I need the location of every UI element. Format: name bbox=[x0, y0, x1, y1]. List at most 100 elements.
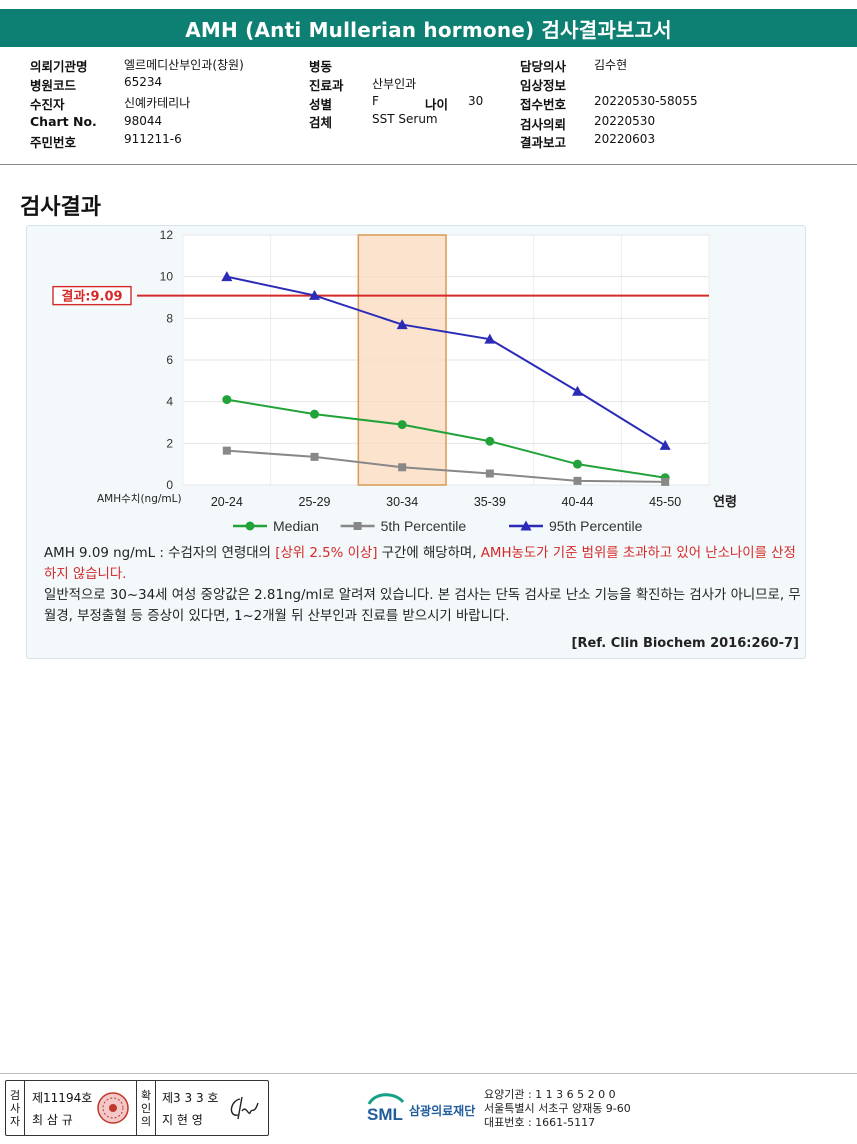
info-value: 911211-6 bbox=[124, 132, 182, 146]
info-label: 수진자 bbox=[30, 97, 65, 112]
desc-text: 구간에 해당하며, bbox=[377, 546, 481, 561]
legend-marker bbox=[520, 520, 532, 531]
sml-logo-icon: SML bbox=[367, 1093, 405, 1124]
y-tick-label: 2 bbox=[166, 436, 173, 450]
x-tick-label: 45-50 bbox=[649, 495, 681, 509]
company-logo: SML 삼광의료재단 bbox=[365, 1090, 475, 1130]
x-axis-label: 연령 bbox=[713, 495, 737, 510]
confirm-name: 지 현 영 bbox=[162, 1113, 203, 1127]
y-tick-label: 4 bbox=[166, 395, 173, 409]
info-label: 임상정보 bbox=[520, 78, 567, 93]
desc-text: AMH 9.09 ng/mL : 수검자의 연령대의 bbox=[44, 546, 276, 561]
desc-highlight: AMH농도가 기준 범위를 초과하고 있어 난소나이를 산정하지 않습니다. bbox=[44, 546, 796, 582]
info-label: 의뢰기관명 bbox=[30, 59, 88, 74]
info-value: 신예카테리나 bbox=[124, 96, 191, 110]
confirm-number: 제3 3 3 호 bbox=[162, 1091, 219, 1105]
footer-divider bbox=[0, 1073, 857, 1074]
company-name: 삼광의료재단 bbox=[409, 1104, 476, 1118]
x-tick-label: 25-29 bbox=[299, 495, 331, 509]
data-point bbox=[573, 459, 582, 469]
y-tick-label: 6 bbox=[166, 353, 173, 367]
x-tick-label: 40-44 bbox=[562, 495, 594, 509]
x-tick-label: 20-24 bbox=[211, 495, 243, 509]
data-point bbox=[659, 439, 671, 450]
signature-icon bbox=[230, 1096, 259, 1120]
legend-marker bbox=[353, 522, 362, 530]
logo-text: SML bbox=[367, 1105, 403, 1124]
lab-phone: 대표번호 : 1661-5117 bbox=[484, 1116, 596, 1129]
x-tick-label: 35-39 bbox=[474, 495, 506, 509]
y-tick-label: 10 bbox=[160, 270, 174, 284]
y-tick-label: 12 bbox=[160, 228, 174, 242]
info-value: SST Serum bbox=[372, 112, 438, 126]
data-point bbox=[309, 289, 320, 300]
data-point bbox=[222, 395, 232, 405]
info-value: 30 bbox=[468, 94, 484, 108]
result-description: AMH 9.09 ng/mL : 수검자의 연령대의 [상위 2.5% 이상] … bbox=[44, 543, 804, 627]
series-line bbox=[226, 449, 666, 483]
legend-label: 5th Percentile bbox=[381, 518, 467, 534]
highlight-band bbox=[357, 234, 447, 486]
data-point bbox=[310, 409, 319, 419]
info-label: 성별 bbox=[309, 97, 333, 112]
info-value: 20220530 bbox=[594, 114, 656, 128]
info-label: 병원코드 bbox=[30, 78, 77, 93]
data-point bbox=[222, 446, 231, 455]
info-label: 담당의사 bbox=[520, 59, 567, 74]
info-label: 검체 bbox=[309, 115, 333, 130]
data-point bbox=[398, 463, 407, 472]
data-point bbox=[484, 333, 496, 344]
desc-highlight: [상위 2.5% 이상] bbox=[275, 546, 378, 561]
lab-code: 요양기관 : 1 1 3 6 5 2 0 0 bbox=[484, 1088, 616, 1101]
data-point bbox=[485, 469, 494, 478]
info-label: 접수번호 bbox=[520, 97, 567, 112]
data-point bbox=[397, 420, 407, 430]
patient-info: 의뢰기관명 엘르메디산부인과(창원) 병원코드 65234 수진자 신예카테리나… bbox=[0, 48, 857, 165]
info-label: 진료과 bbox=[309, 78, 344, 93]
info-label: 나이 bbox=[425, 97, 449, 112]
lab-info: 요양기관 : 1 1 3 6 5 2 0 0 서울특별시 서초구 양재동 9-6… bbox=[484, 1088, 631, 1130]
info-label: 결과보고 bbox=[520, 135, 567, 150]
desc-text: 일반적으로 30~34세 여성 중앙값은 2.81ng/ml로 알려져 있습니다… bbox=[44, 588, 801, 624]
series-line bbox=[226, 275, 666, 447]
inspector-number: 제11194호 bbox=[32, 1091, 93, 1105]
info-value: 김수현 bbox=[594, 58, 628, 72]
info-value: 98044 bbox=[124, 114, 163, 128]
info-value: 20220530-58055 bbox=[594, 94, 698, 108]
y-tick-label: 8 bbox=[166, 311, 173, 325]
info-label: 주민번호 bbox=[30, 135, 77, 150]
data-point bbox=[572, 385, 583, 396]
amh-chart: 0 2 4 6 8 10 12 20-24 25-29 30-34 35-39 40-44 45-50 연… bbox=[52, 228, 737, 534]
result-label-box bbox=[52, 285, 132, 306]
data-point bbox=[573, 476, 582, 485]
data-point bbox=[661, 477, 670, 486]
data-point bbox=[396, 319, 408, 330]
y-axis-label: AMH수치(ng/mL) bbox=[97, 493, 182, 505]
data-point bbox=[485, 436, 495, 446]
report-title: AMH (Anti Mullerian hormone) 검사결과보고서 bbox=[0, 9, 857, 47]
data-point bbox=[310, 452, 319, 461]
lab-address: 서울특별시 서초구 양재동 9-60 bbox=[484, 1102, 631, 1115]
y-tick-label: 0 bbox=[166, 478, 173, 492]
info-value: 엘르메디산부인과(창원) bbox=[124, 58, 244, 72]
legend-label: Median bbox=[273, 518, 319, 534]
result-label: 결과:9.09 bbox=[61, 289, 122, 305]
info-label: Chart No. bbox=[30, 114, 97, 129]
series-line bbox=[226, 398, 666, 479]
info-value: 20220603 bbox=[594, 132, 656, 146]
result-panel: 0 2 4 6 8 10 12 20-24 25-29 30-34 35-39 40-44 45-50 연… bbox=[26, 225, 806, 659]
section-title: 검사결과 bbox=[20, 195, 101, 220]
info-value: 65234 bbox=[124, 75, 163, 89]
info-value: 산부인과 bbox=[372, 77, 417, 91]
legend-marker bbox=[245, 521, 255, 531]
legend-label: 95th Percentile bbox=[549, 518, 643, 534]
info-label: 검사의뢰 bbox=[520, 117, 567, 132]
info-label: 병동 bbox=[309, 59, 333, 74]
reference: [Ref. Clin Biochem 2016:260-7] bbox=[571, 636, 799, 651]
x-tick-label: 30-34 bbox=[386, 495, 418, 509]
data-point bbox=[221, 271, 233, 282]
inspector-name: 최 삼 규 bbox=[32, 1113, 73, 1127]
